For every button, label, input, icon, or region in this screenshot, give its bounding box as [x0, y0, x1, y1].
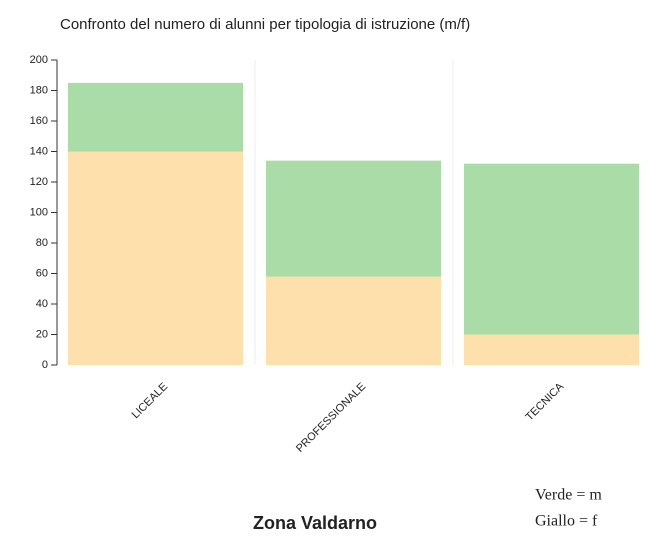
chart-subtitle: Zona Valdarno [253, 513, 377, 533]
y-tick-label: 160 [30, 115, 48, 127]
bar-segment [266, 160, 441, 277]
y-tick-label: 0 [42, 359, 48, 371]
chart-title: Confronto del numero di alunni per tipol… [60, 16, 470, 33]
y-tick-label: 20 [36, 328, 48, 340]
x-tick-label: TECNICA [524, 380, 567, 423]
bar-segment [464, 163, 639, 335]
y-tick-label: 140 [30, 145, 48, 157]
y-tick-label: 200 [30, 54, 48, 66]
x-tick-label: LICEALE [130, 381, 170, 421]
y-tick-label: 120 [30, 176, 48, 188]
bar-segment [68, 151, 243, 365]
y-tick-label: 100 [30, 206, 48, 218]
bar-segment [266, 276, 441, 365]
bar-segment [464, 334, 639, 365]
y-tick-label: 80 [36, 237, 48, 249]
y-tick-label: 180 [30, 84, 48, 96]
legend-entry: Verde = m [535, 487, 602, 504]
y-tick-label: 60 [36, 267, 48, 279]
x-tick-label: PROFESSIONALE [294, 381, 368, 455]
bar-segment [68, 82, 243, 152]
legend-entry: Giallo = f [535, 513, 598, 530]
y-tick-label: 40 [36, 298, 48, 310]
